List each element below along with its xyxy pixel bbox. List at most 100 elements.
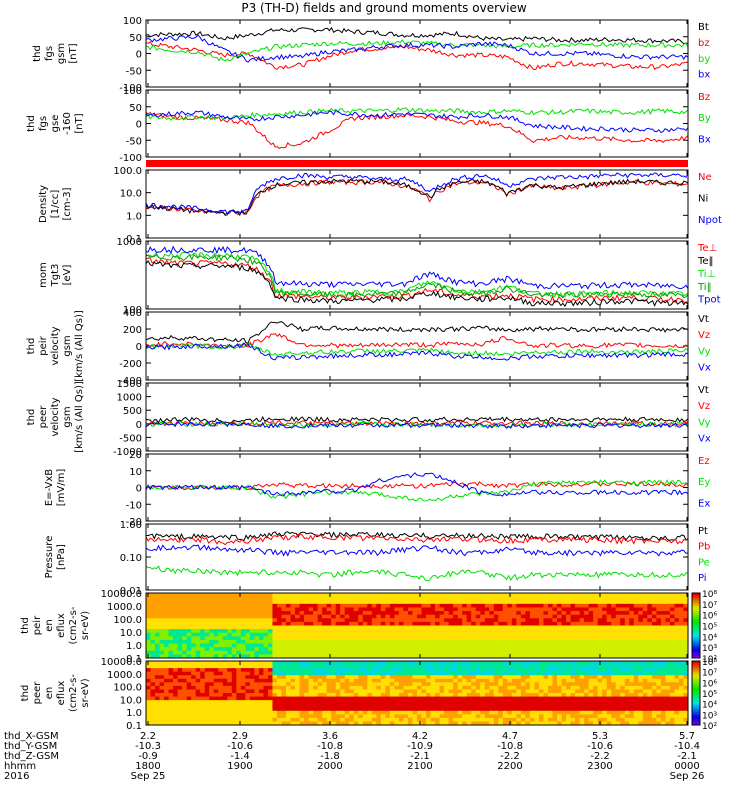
spectrogram-cell <box>656 664 662 669</box>
spectrogram-cell <box>584 621 590 626</box>
spectrogram-cell <box>186 714 192 719</box>
spectrogram-cell <box>615 703 621 708</box>
ytick-fgs-1: 50 <box>129 33 142 44</box>
spectrogram-cell <box>435 675 441 680</box>
spectrogram-cell <box>529 621 535 626</box>
spectrogram-cell <box>426 607 432 612</box>
spectrogram-cell <box>412 700 418 705</box>
spectrogram-cell <box>579 675 585 680</box>
spectrogram-cell <box>656 607 662 612</box>
spectrogram-cell <box>150 668 156 673</box>
spectrogram-cell <box>159 629 165 634</box>
spectrogram-cell <box>204 618 210 623</box>
spectrogram-cell <box>417 664 423 669</box>
spectrogram-cell <box>173 621 179 626</box>
ylabel-peer-spec-2: en <box>44 687 55 700</box>
spectrogram-cell <box>489 607 495 612</box>
spectrogram-cell <box>575 607 581 612</box>
spectrogram-cell <box>177 714 183 719</box>
spectrogram-cell <box>213 636 219 641</box>
spectrogram-cell <box>146 685 152 690</box>
spectrogram-cell <box>547 636 553 641</box>
spectrogram-cell <box>385 607 391 612</box>
spectrogram-cell <box>516 664 522 669</box>
spectrogram-cell <box>557 710 563 715</box>
spectrogram-cell <box>371 621 377 626</box>
spectrogram-cell <box>398 621 404 626</box>
colorbar-cell <box>692 655 700 659</box>
spectrogram-cell <box>204 678 210 683</box>
spectrogram-cell <box>620 717 626 722</box>
spectrogram-cell <box>403 664 409 669</box>
spectrogram-cell <box>552 689 558 694</box>
spectrogram-cell <box>606 636 612 641</box>
spectrogram-cell <box>412 654 418 659</box>
spectrogram-cell <box>240 629 246 634</box>
spectrogram-cell <box>245 600 251 605</box>
spectrogram-cell <box>525 682 531 687</box>
spectrogram-cell <box>493 636 499 641</box>
spectrogram-cell <box>295 671 301 676</box>
spectrogram-cell <box>367 721 373 726</box>
spectrogram-cell <box>403 703 409 708</box>
spectrogram-cell <box>471 629 477 634</box>
spectrogram-cell <box>146 596 152 601</box>
spectrogram-cell <box>417 647 423 652</box>
spectrogram-cell <box>557 703 563 708</box>
spectrogram-cell <box>358 678 364 683</box>
spectrogram-cell <box>276 614 282 619</box>
spectrogram-cell <box>597 643 603 648</box>
spectrogram-cell <box>322 721 328 726</box>
spectrogram-cell <box>403 721 409 726</box>
spectrogram-cell <box>489 707 495 712</box>
spectrogram-cell <box>168 700 174 705</box>
spectrogram-cell <box>146 593 152 598</box>
spectrogram-cell <box>439 689 445 694</box>
colorbar-cell <box>692 638 700 642</box>
spectrogram-cell <box>227 717 233 722</box>
spectrogram-cell <box>584 668 590 673</box>
spectrogram-cell <box>557 600 563 605</box>
spectrogram-cell <box>389 636 395 641</box>
spectrogram-cell <box>398 693 404 698</box>
spectrogram-cell <box>665 593 671 598</box>
spectrogram-cell <box>394 682 400 687</box>
spectrogram-cell <box>222 717 228 722</box>
spectrogram-cell <box>385 664 391 669</box>
spectrogram-cell <box>263 636 269 641</box>
spectrogram-cell <box>191 603 197 608</box>
colorbar-tick: 10⁸ <box>702 658 717 668</box>
spectrogram-cell <box>276 717 282 722</box>
spectrogram-cell <box>593 678 599 683</box>
spectrogram-cell <box>534 668 540 673</box>
panel-density: Density [1/cc] [cm-3]100.010.01.00.1NeNiNp… <box>38 166 722 245</box>
spectrogram-cell <box>579 611 585 616</box>
spectrogram-cell <box>326 650 332 655</box>
spectrogram-cell <box>286 661 292 666</box>
spectrogram-cell <box>656 625 662 630</box>
spectrogram-cell <box>534 607 540 612</box>
spectrogram-cell <box>638 629 644 634</box>
spectrogram-cell <box>462 714 468 719</box>
spectrogram-cell <box>317 593 323 598</box>
spectrogram-cell <box>231 703 237 708</box>
spectrogram-cell <box>629 689 635 694</box>
spectrogram-cell <box>557 607 563 612</box>
spectrogram-cell <box>358 636 364 641</box>
spectrogram-cell <box>665 625 671 630</box>
spectrogram-cell <box>258 707 264 712</box>
spectrogram-cell <box>222 632 228 637</box>
spectrogram-cell <box>295 603 301 608</box>
spectrogram-cell <box>276 714 282 719</box>
spectrogram-cell <box>240 603 246 608</box>
spectrogram-cell <box>245 618 251 623</box>
spectrogram-cell <box>394 600 400 605</box>
spectrogram-cell <box>683 682 689 687</box>
spectrogram-cell <box>453 650 459 655</box>
spectrogram-cell <box>597 668 603 673</box>
spectrogram-cell <box>335 685 341 690</box>
spectrogram-cell <box>168 650 174 655</box>
spectrogram-cell <box>629 721 635 726</box>
spectrogram-cell <box>267 717 273 722</box>
spectrogram-cell <box>168 600 174 605</box>
